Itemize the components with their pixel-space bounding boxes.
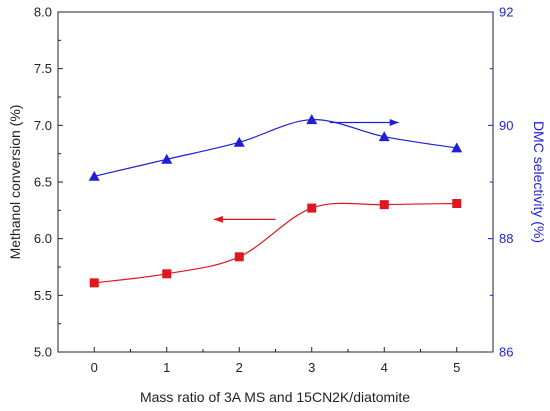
x-axis-title: Mass ratio of 3A MS and 15CN2K/diatomite [140, 389, 410, 405]
series-1-point [306, 114, 318, 125]
y-right-axis-title: DMC selectivity (%) [531, 121, 547, 243]
series-1-point [378, 131, 390, 142]
series-1-line [94, 119, 457, 177]
series-1-point [233, 136, 245, 147]
series-1-point [161, 153, 173, 164]
series-0-point [307, 203, 317, 213]
y-right-tick-label: 88 [499, 231, 513, 246]
y-right-tick-label: 86 [499, 345, 513, 360]
y-right-tick-label: 90 [499, 118, 513, 133]
plot-frame [57, 11, 494, 353]
y-left-axis-ticks: 5.0 5.5 6.0 6.5 7.0 7.5 8.0 [34, 5, 63, 360]
series-0-line [94, 202, 457, 284]
y-left-tick-label: 8.0 [34, 5, 52, 20]
x-tick-label: 0 [91, 360, 98, 375]
y-left-tick-label: 5.5 [34, 288, 52, 303]
y-left-tick-label: 6.5 [34, 175, 52, 190]
x-tick-label: 2 [236, 360, 243, 375]
series-1-point [451, 142, 463, 153]
series-layer [88, 114, 463, 288]
y-right-axis-ticks: 86 88 90 92 [488, 5, 513, 360]
annotation-arrow-head [389, 119, 399, 126]
x-axis-ticks: 0 1 2 3 4 5 [91, 347, 460, 375]
series-0-point [162, 269, 172, 279]
x-tick-label: 5 [453, 360, 460, 375]
y-left-tick-label: 6.0 [34, 231, 52, 246]
x-tick-label: 1 [163, 360, 170, 375]
series-0-point [234, 252, 244, 262]
y-right-tick-label: 92 [499, 5, 513, 20]
x-tick-label: 4 [381, 360, 388, 375]
series-0-point [379, 200, 389, 210]
series-1-point [88, 170, 100, 181]
y-left-tick-label: 7.5 [34, 61, 52, 76]
y-left-axis-title: Methanol conversion (%) [7, 105, 23, 260]
annotation-layer [213, 119, 399, 223]
y-left-tick-label: 5.0 [34, 345, 52, 360]
annotation-arrow-head [213, 215, 223, 223]
series-0-point [89, 278, 99, 288]
series-0-point [452, 199, 462, 209]
y-left-tick-label: 7.0 [34, 118, 52, 133]
x-tick-label: 3 [308, 360, 315, 375]
